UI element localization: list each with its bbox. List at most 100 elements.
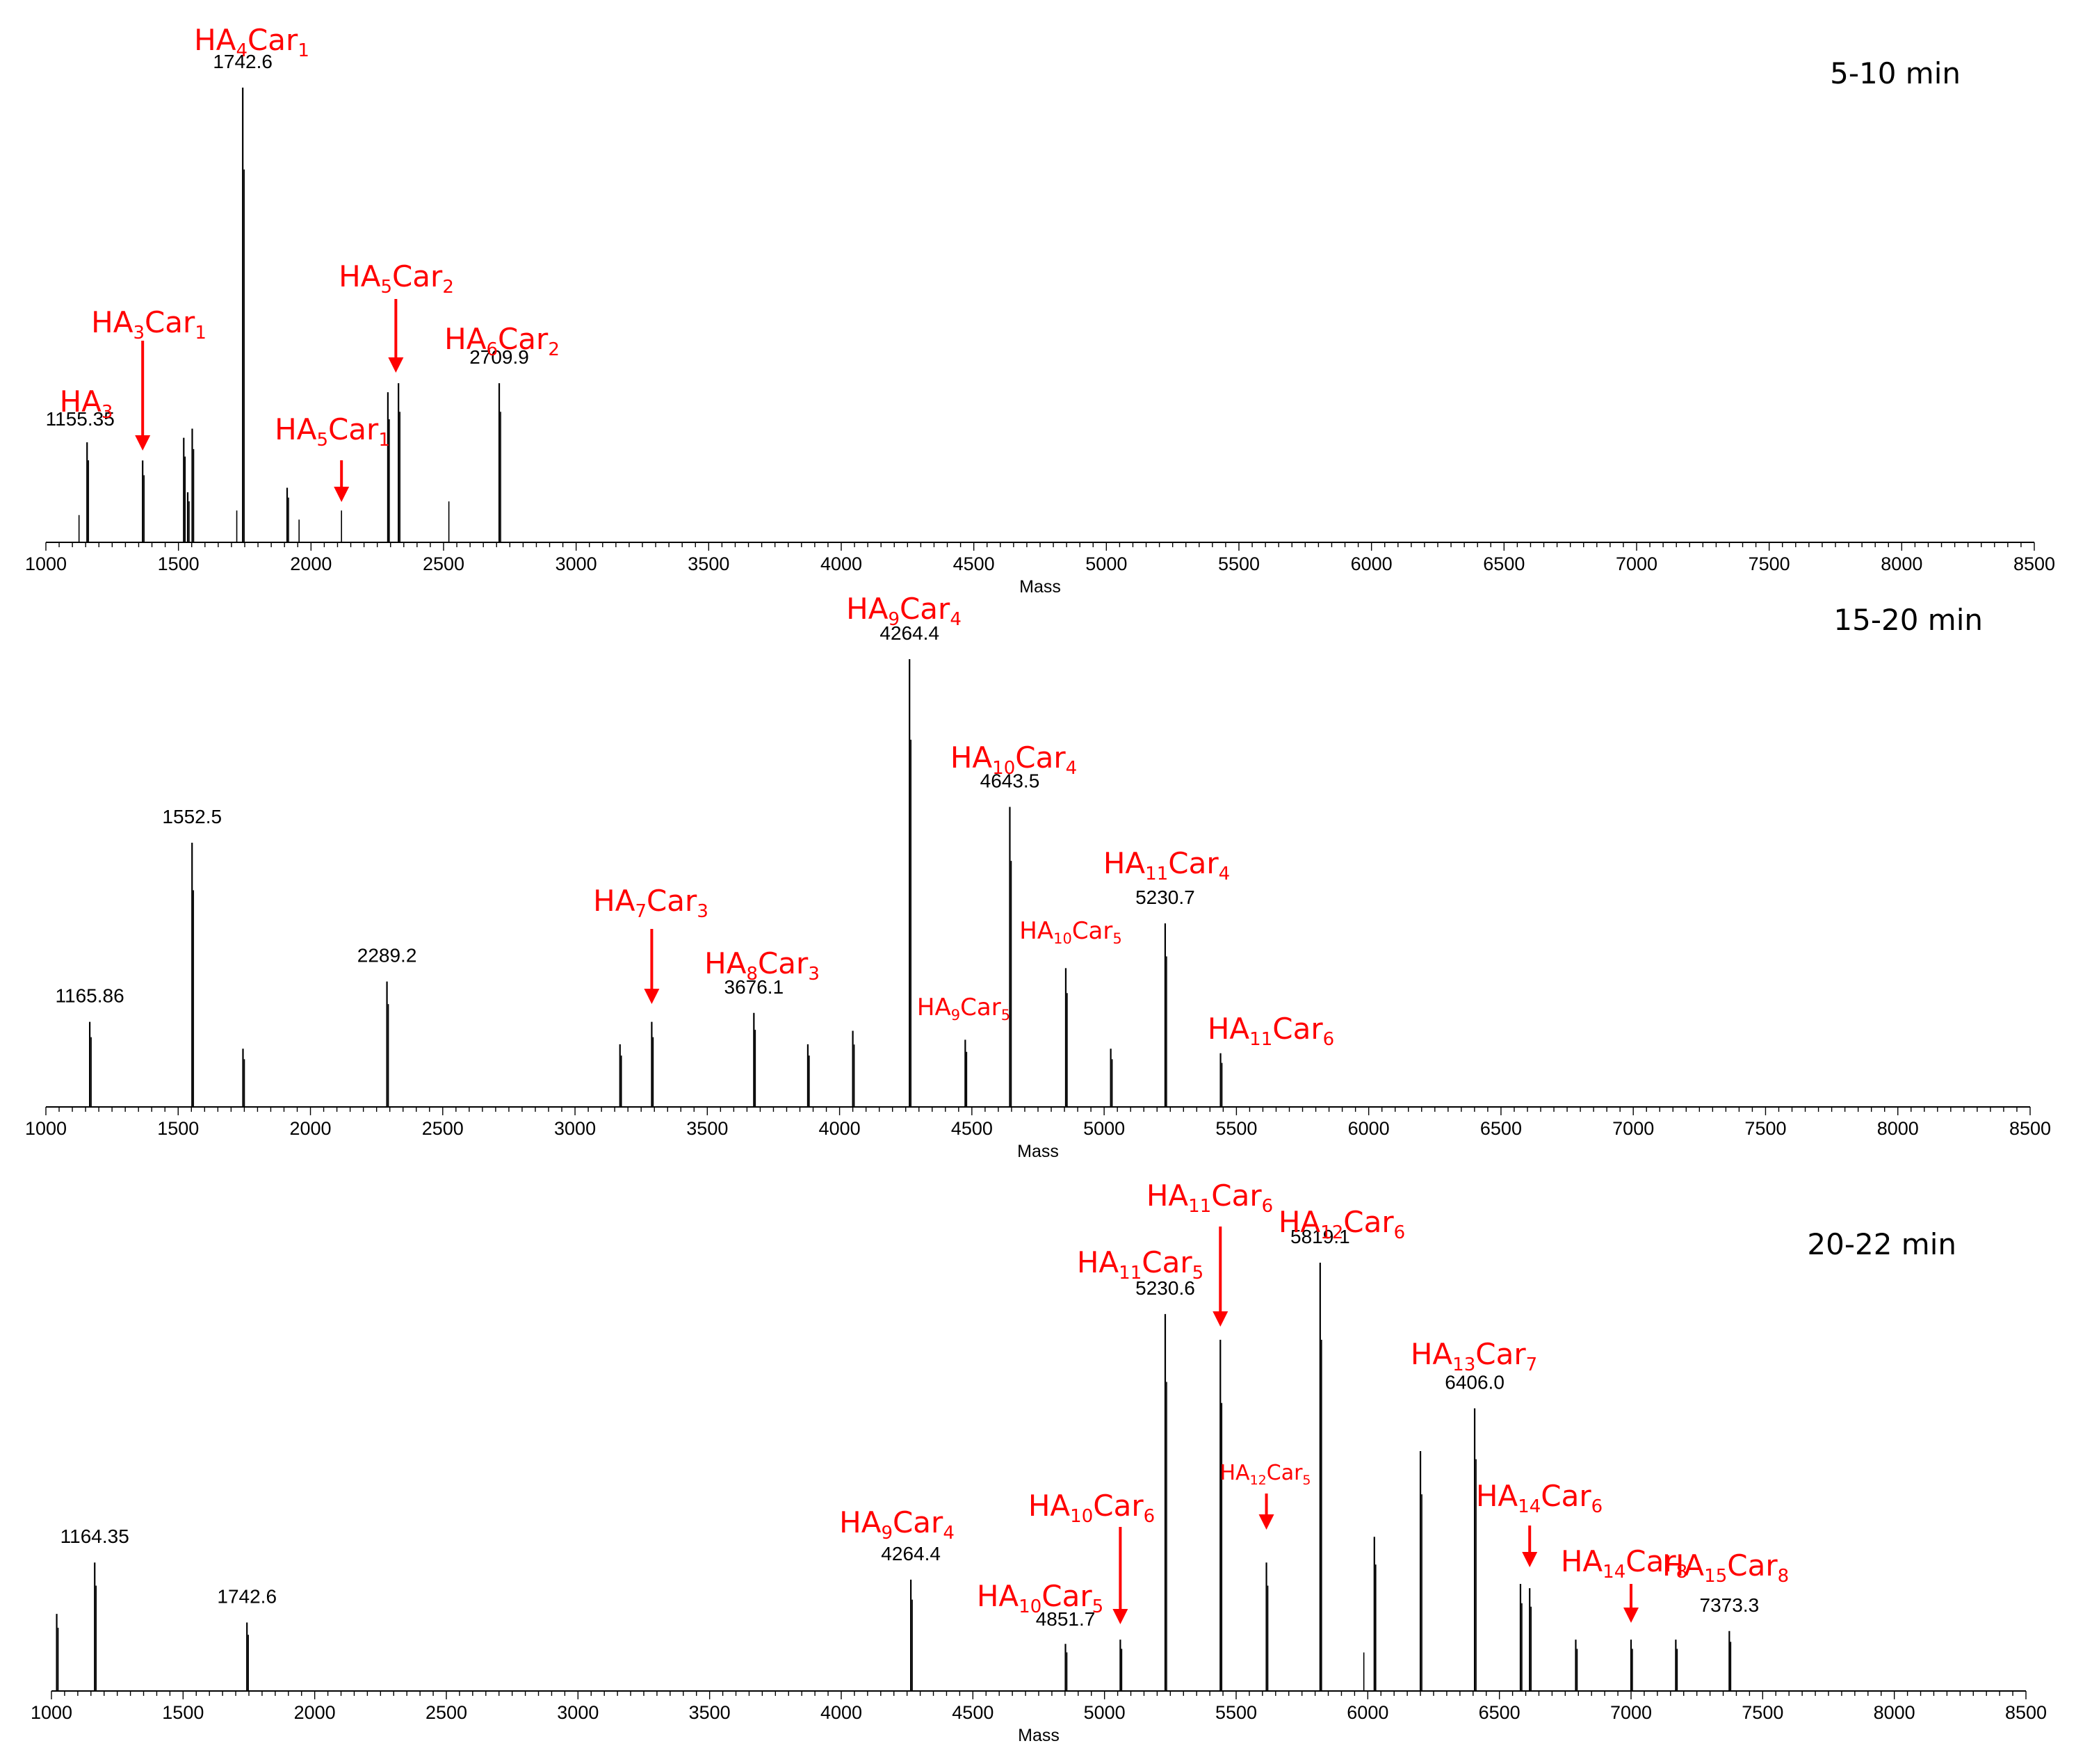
ion-label-subscript: 2 (548, 339, 560, 360)
ion-label-text: Car (1541, 1479, 1591, 1513)
ion-label-subscript: 10 (992, 758, 1015, 779)
tick-label: 8000 (1874, 1702, 1915, 1723)
ion-label-subscript: 6 (1144, 1506, 1155, 1527)
tick-label: 6500 (1483, 553, 1525, 574)
peak-value-label: 1552.5 (162, 806, 222, 827)
ion-label-text: Car (1272, 1012, 1323, 1046)
peak-value-label: 1164.35 (60, 1526, 129, 1547)
ion-label-text: Car (1168, 846, 1219, 880)
ion-label-text: HA (444, 322, 487, 356)
ion-label-text: Car (145, 305, 195, 339)
ion-label-subscript: 11 (1119, 1263, 1142, 1284)
tick-label: 1500 (162, 1702, 204, 1723)
ion-label-subscript: 14 (1603, 1562, 1625, 1583)
ion-label: HA3 (60, 385, 113, 423)
ion-label-subscript: 1 (298, 40, 309, 61)
ion-label-text: HA (977, 1579, 1019, 1613)
tick-label: 3500 (688, 553, 729, 574)
ion-label-subscript: 11 (1249, 1029, 1272, 1050)
ion-label-subscript: 6 (486, 339, 498, 360)
ion-label-text: HA (1146, 1179, 1189, 1213)
ion-label-text: Car (758, 946, 809, 980)
ion-label-text: Car (1093, 1489, 1144, 1523)
peak-value-label: 1155.35 (46, 408, 115, 430)
annotation-arrow-head (1112, 1609, 1128, 1624)
ion-label-text: Car (1727, 1548, 1778, 1583)
tick-label: 3500 (686, 1118, 728, 1139)
tick-label: 2000 (289, 1118, 331, 1139)
ion-label-subscript: 11 (1188, 1196, 1211, 1217)
ion-label: HA14Car8 (1561, 1544, 1687, 1583)
peak-value-label: 3676.1 (724, 976, 784, 998)
ion-label-subscript: 5 (1302, 1473, 1311, 1488)
ion-label-subscript: 10 (1053, 930, 1072, 947)
tick-label: 4000 (820, 553, 862, 574)
peak-value-label: 4851.7 (1036, 1608, 1096, 1630)
ion-label-text: HA (950, 741, 993, 775)
ion-label-subscript: 6 (1591, 1496, 1603, 1517)
ion-label-text: Car (1142, 1245, 1192, 1279)
ion-label-subscript: 1 (378, 430, 390, 451)
ion-label: HA11Car4 (1103, 846, 1230, 884)
tick-label: 2000 (290, 553, 332, 574)
tick-label: 7500 (1744, 1118, 1786, 1139)
ion-label: HA7Car3 (593, 884, 708, 922)
ion-label-subscript: 4 (1066, 758, 1078, 779)
ion-label: HA4Car1 (194, 23, 309, 61)
tick-label: 4500 (952, 1702, 994, 1723)
ion-label-text: Car (900, 592, 950, 626)
tick-label: 1000 (31, 1702, 72, 1723)
ion-label: HA8Car3 (704, 946, 820, 985)
tick-label: 4000 (819, 1118, 861, 1139)
panel-time-label: 5-10 min (1830, 56, 1961, 90)
tick-label: 7000 (1612, 1118, 1654, 1139)
ion-label-subscript: 7 (1526, 1354, 1538, 1375)
ion-label-subscript: 8 (1676, 1562, 1688, 1583)
tick-label: 8500 (2009, 1118, 2051, 1139)
ion-label: HA9Car4 (846, 592, 962, 630)
ion-label-text: Car (960, 994, 1001, 1021)
ion-label-text: HA (1019, 917, 1053, 945)
ion-label-text: Car (1475, 1337, 1526, 1371)
tick-label: 8000 (1877, 1118, 1919, 1139)
ion-label-text: HA (1561, 1544, 1603, 1578)
ion-label: HA11Car6 (1146, 1179, 1273, 1217)
ion-label-subscript: 5 (1112, 930, 1121, 947)
tick-label: 2000 (294, 1702, 336, 1723)
ion-label-text: Car (1041, 1579, 1092, 1613)
tick-label: 5000 (1083, 1118, 1125, 1139)
ion-label-subscript: 2 (442, 277, 454, 298)
tick-label: 8000 (1881, 553, 1922, 574)
ion-label-text: Car (392, 259, 443, 293)
annotation-arrow-head (388, 357, 404, 373)
ion-label: HA5Car2 (339, 259, 454, 298)
ion-label-subscript: 12 (1320, 1222, 1343, 1243)
tick-label: 3000 (554, 1118, 596, 1139)
ion-label-text: Car (328, 412, 379, 446)
ion-label-text: HA (1662, 1548, 1705, 1583)
tick-label: 5500 (1218, 553, 1260, 574)
ion-label-subscript: 5 (380, 277, 392, 298)
tick-label: 1000 (25, 1118, 67, 1139)
ion-label-subscript: 7 (635, 901, 647, 922)
spectrum-panel-3: 1000 1500 2000 2500 3000 3500 4000 4500 5000 5500… (31, 1179, 2047, 1745)
ion-label: HA6Car2 (444, 322, 560, 360)
tick-label: 3000 (556, 553, 597, 574)
ion-label-subscript: 6 (1394, 1222, 1406, 1243)
tick-label: 8500 (2005, 1702, 2047, 1723)
ion-label-text: HA (1103, 846, 1146, 880)
ion-label-text: Car (893, 1505, 943, 1539)
ion-label-subscript: 3 (133, 323, 145, 343)
peak-value-label: 5230.7 (1135, 887, 1195, 908)
peak-value-label: 1742.6 (213, 51, 273, 72)
ion-label-subscript: 8 (1778, 1566, 1790, 1587)
ion-label-text: HA (846, 592, 889, 626)
ion-label-text: Car (1343, 1205, 1394, 1239)
ion-label-text: Car (1015, 741, 1066, 775)
ion-label-text: HA (60, 385, 102, 419)
ion-label-subscript: 10 (1070, 1506, 1093, 1527)
peak-value-label: 5230.6 (1135, 1277, 1195, 1299)
ion-label-text: Car (1267, 1461, 1303, 1485)
ion-label-subscript: 13 (1452, 1354, 1475, 1375)
